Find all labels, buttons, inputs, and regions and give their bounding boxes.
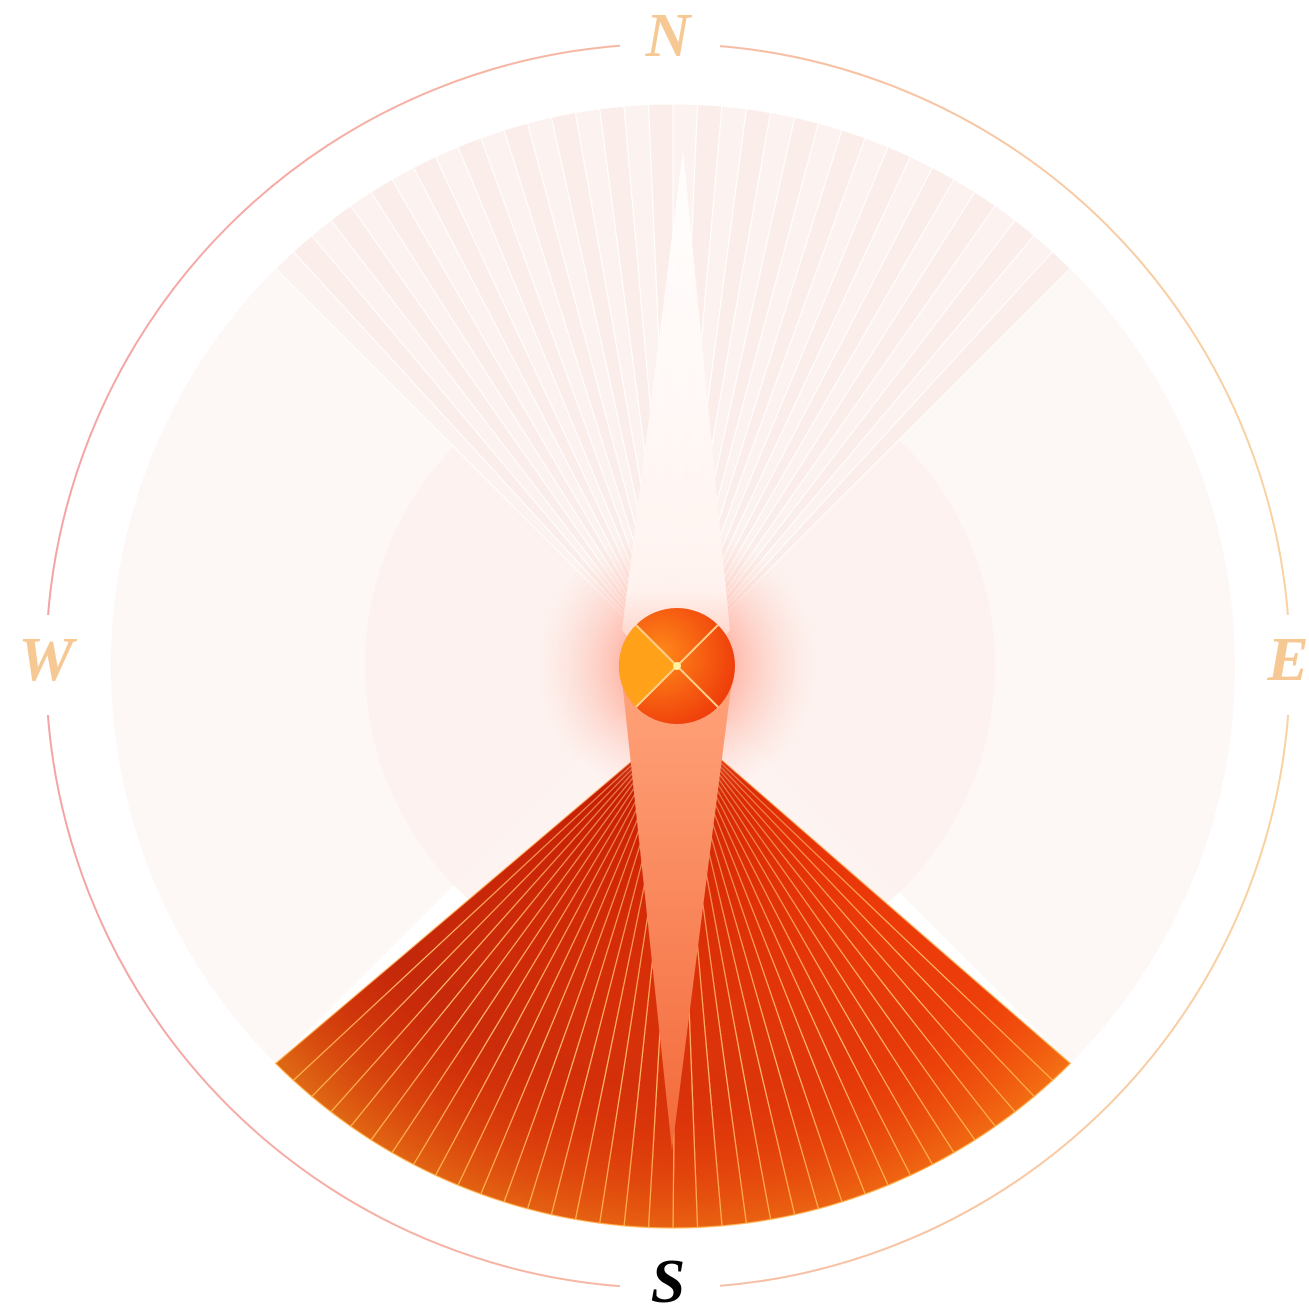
needle-north — [622, 150, 730, 700]
east-label: E — [1266, 626, 1308, 694]
north-label: N — [645, 2, 693, 70]
faint-blade — [672, 250, 1072, 667]
needle-south — [622, 680, 732, 1150]
label-gap — [620, 1250, 720, 1311]
label-gap — [0, 615, 90, 715]
label-gap — [1240, 615, 1309, 715]
south-label: S — [651, 1248, 685, 1311]
disc-quadrant — [619, 625, 677, 707]
disc-center — [673, 662, 681, 670]
label-gap — [620, 8, 720, 78]
west-label: W — [18, 626, 77, 694]
fans — [110, 103, 1235, 1229]
